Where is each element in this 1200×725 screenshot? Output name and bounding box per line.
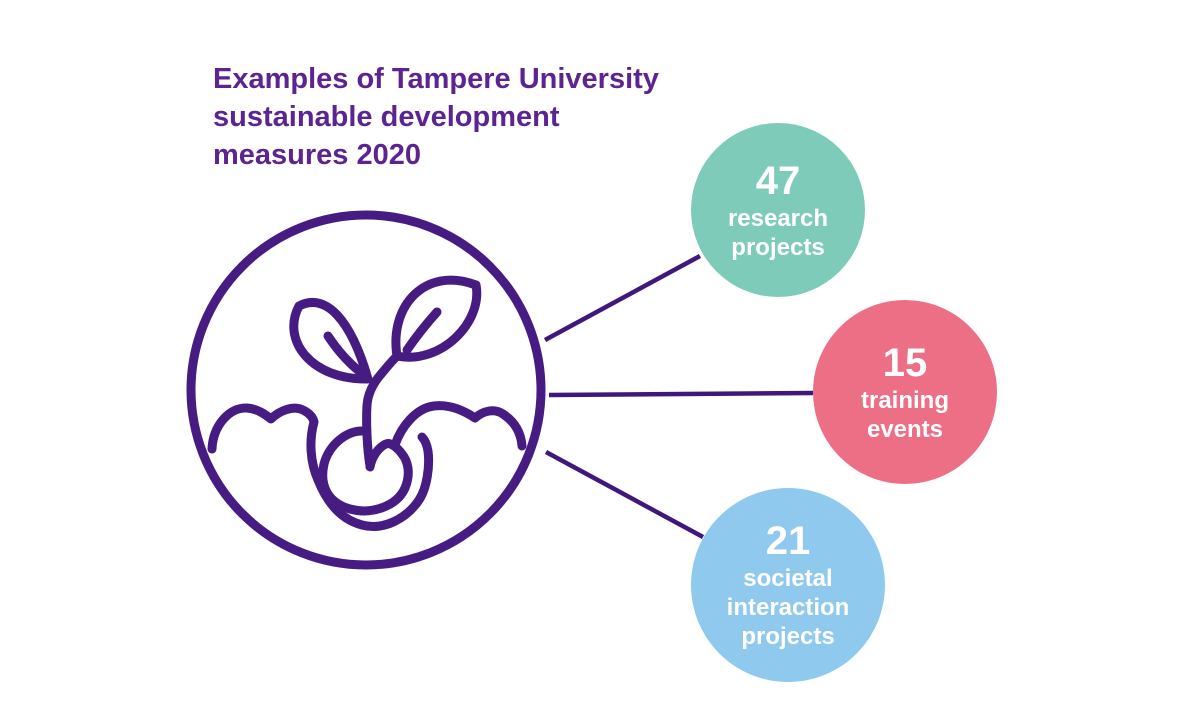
icon-outer-circle bbox=[186, 210, 546, 570]
bubble-research-label-line-2: projects bbox=[731, 233, 825, 261]
connector-line-research bbox=[543, 254, 702, 342]
bubble-societal-label-line-1: societal bbox=[743, 565, 833, 592]
connector-line-societal bbox=[544, 450, 705, 539]
connector-line-training bbox=[548, 390, 814, 398]
title-line-2: sustainable development bbox=[213, 101, 560, 134]
bubble-research-label-line-1: research bbox=[727, 204, 829, 232]
icon-right-leaf bbox=[391, 275, 482, 362]
icon-right-leaf-midrib bbox=[402, 307, 442, 355]
seedling-sprout-icon bbox=[186, 210, 546, 570]
bubble-societal-value: 21 bbox=[765, 519, 811, 563]
bubble-training-label-line-2: events bbox=[866, 415, 944, 443]
title-line-3: measures 2020 bbox=[213, 139, 421, 172]
page-title: Examples of Tampere University sustainab… bbox=[213, 60, 659, 174]
bubble-training-label: training events bbox=[861, 386, 949, 444]
icon-soil-right bbox=[390, 401, 527, 451]
bubble-societal: 21 societal interaction projects bbox=[691, 488, 885, 682]
bubble-training-label-line-1: training bbox=[861, 386, 949, 414]
icon-stem bbox=[362, 351, 402, 471]
bubble-training-value: 15 bbox=[882, 340, 928, 385]
icon-left-leaf-midrib bbox=[323, 331, 364, 376]
bubble-research-value: 47 bbox=[755, 158, 801, 203]
bubble-research: 47 research projects bbox=[691, 123, 865, 297]
bubble-research-label: research projects bbox=[728, 204, 828, 262]
icon-left-leaf bbox=[289, 297, 373, 384]
bubble-societal-label-line-3: projects bbox=[741, 623, 835, 650]
bubble-training: 15 training events bbox=[813, 300, 997, 484]
bubble-societal-label-line-2: interaction bbox=[726, 594, 850, 621]
title-line-1: Examples of Tampere University bbox=[213, 63, 659, 96]
icon-soil-left bbox=[207, 403, 434, 531]
bubble-societal-label: societal interaction projects bbox=[727, 564, 850, 651]
icon-seed bbox=[318, 426, 413, 516]
